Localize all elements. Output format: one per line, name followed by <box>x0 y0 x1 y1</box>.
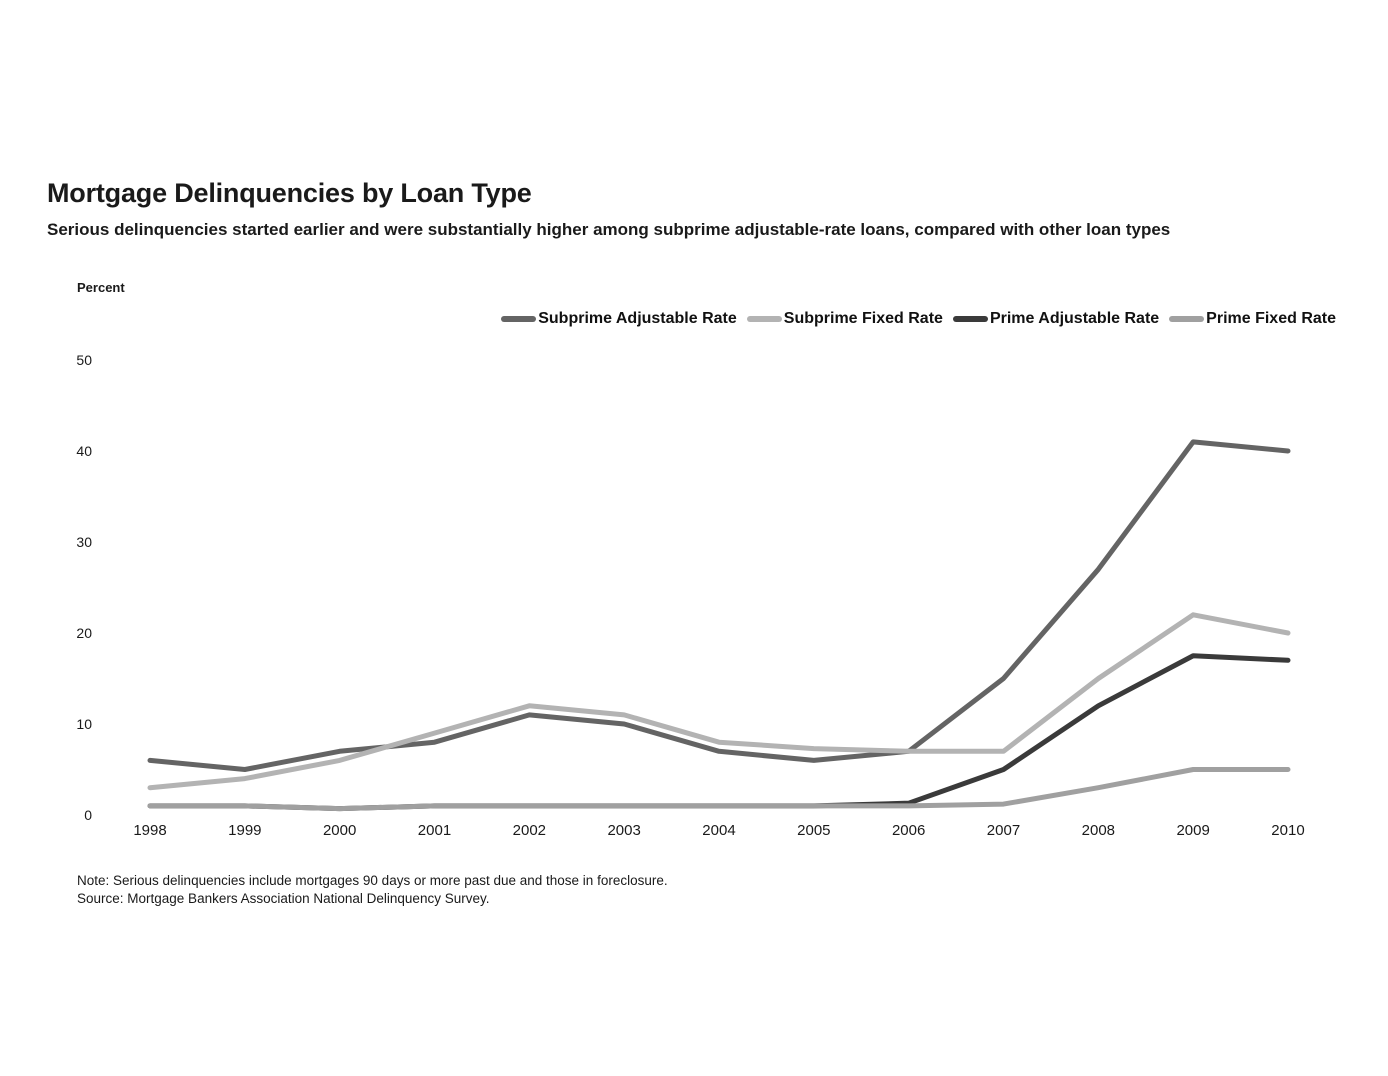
legend-label: Prime Adjustable Rate <box>989 310 1160 327</box>
legend-item-prime-adjustable-rate: Prime Adjustable Rate <box>952 310 1160 328</box>
note-text: Note: Serious delinquencies include mort… <box>77 873 668 888</box>
x-tick-label: 2008 <box>1081 822 1116 839</box>
series-line-subprime-adjustable-rate <box>147 439 1291 772</box>
legend-swatch-subprime-fixed-rate <box>746 316 782 322</box>
chart-title: Mortgage Delinquencies by Loan Type <box>47 178 532 208</box>
x-tick-label: 1998 <box>133 822 167 839</box>
x-tick-label: 2003 <box>607 822 641 839</box>
legend-item-subprime-fixed-rate: Subprime Fixed Rate <box>746 310 943 328</box>
chart-legend: Subprime Adjustable Rate Subprime Fixed R… <box>501 310 1336 328</box>
legend-swatch-prime-adjustable-rate <box>952 316 988 322</box>
x-tick-label: 2004 <box>702 822 736 839</box>
x-tick-label: 2002 <box>512 822 547 839</box>
legend-item-subprime-adjustable-rate: Subprime Adjustable Rate <box>501 310 737 328</box>
x-tick-label: 2007 <box>986 822 1021 839</box>
source-text: Source: Mortgage Bankers Association Nat… <box>77 891 490 906</box>
x-tick-label: 2009 <box>1176 822 1210 839</box>
y-axis-title: Percent <box>77 280 125 295</box>
x-tick-label: 1999 <box>228 822 262 839</box>
y-tick-label: 50 <box>76 352 92 368</box>
legend-label: Prime Fixed Rate <box>1206 310 1336 327</box>
y-tick-label: 10 <box>76 716 92 732</box>
legend-label: Subprime Fixed Rate <box>783 310 943 327</box>
legend-label: Subprime Adjustable Rate <box>538 310 737 327</box>
legend-swatch-subprime-adjustable-rate <box>501 316 537 322</box>
legend-swatch-prime-fixed-rate <box>1169 316 1205 322</box>
x-tick-label: 2000 <box>322 822 357 839</box>
series-line-subprime-fixed-rate <box>147 612 1291 791</box>
x-tick-label: 2005 <box>797 822 831 839</box>
y-tick-label: 0 <box>84 807 92 823</box>
chart-subtitle: Serious delinquencies started earlier an… <box>47 220 1171 239</box>
x-tick-label: 2006 <box>891 822 926 839</box>
y-tick-label: 20 <box>76 625 92 641</box>
y-tick-label: 30 <box>76 534 92 550</box>
legend-item-prime-fixed-rate: Prime Fixed Rate <box>1169 310 1336 328</box>
x-tick-label: 2010 <box>1271 822 1305 839</box>
y-tick-label: 40 <box>76 443 92 459</box>
series-line-prime-fixed-rate <box>147 767 1291 812</box>
x-tick-label: 2001 <box>417 822 452 839</box>
